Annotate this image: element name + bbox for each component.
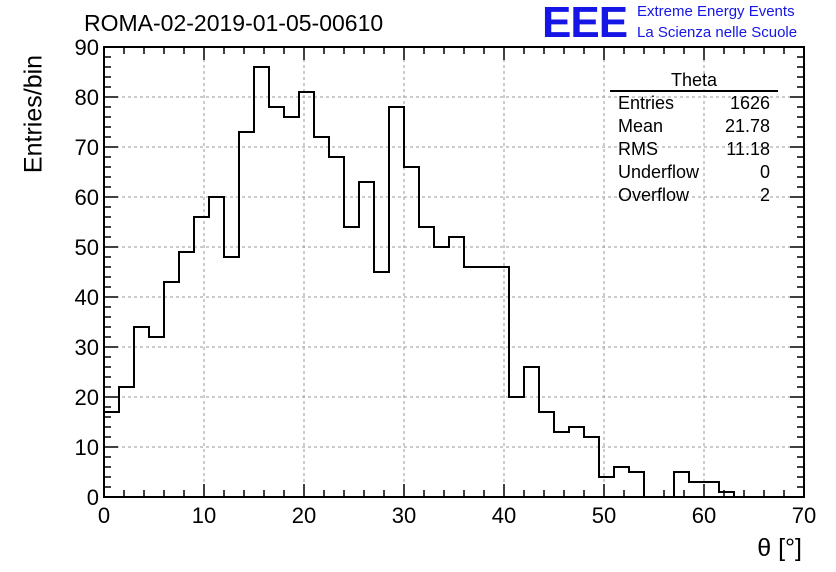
x-tick-label: 10 <box>192 503 216 528</box>
stats-value: 21.78 <box>724 116 770 136</box>
x-tick-label: 40 <box>492 503 516 528</box>
stats-label: Entries <box>618 93 675 113</box>
stats-label: Overflow <box>618 185 690 205</box>
y-tick-label: 50 <box>75 235 99 260</box>
x-tick-label: 30 <box>392 503 416 528</box>
stats-box: Theta Entries 1626 Mean 21.78 RMS 11.18 … <box>610 70 778 207</box>
stats-value: 11.18 <box>726 139 770 159</box>
stats-title: Theta <box>610 70 778 92</box>
histogram-line <box>103 66 794 498</box>
stats-label: Mean <box>618 116 664 136</box>
x-tick-label: 20 <box>292 503 316 528</box>
x-tick-label: 50 <box>592 503 616 528</box>
stats-value: 0 <box>759 162 770 182</box>
y-tick-label: 70 <box>75 135 99 160</box>
stats-label: RMS <box>618 139 658 159</box>
y-axis-label: Entries/bin <box>19 54 48 174</box>
stats-row-rms: RMS 11.18 <box>610 138 778 161</box>
plot-frame <box>103 46 805 498</box>
logo-line-1: Extreme Energy Events <box>637 3 795 20</box>
stats-row-underflow: Underflow 0 <box>610 161 778 184</box>
stats-label: Underflow <box>618 162 700 182</box>
logo-line-2: La Scienza nelle Scuole <box>637 24 798 41</box>
y-tick-label: 0 <box>87 485 99 510</box>
x-tick-label: 70 <box>792 503 816 528</box>
y-tick-label: 60 <box>75 185 99 210</box>
x-tick-label: 60 <box>692 503 716 528</box>
x-tick-label: 0 <box>98 503 110 528</box>
eee-logo: EEE <box>542 0 628 47</box>
stats-value: 2 <box>759 185 770 205</box>
stats-row-overflow: Overflow 2 <box>610 184 778 207</box>
stats-row-mean: Mean 21.78 <box>610 115 778 138</box>
stats-value: 1626 <box>729 93 770 113</box>
chart-title: ROMA-02-2019-01-05-00610 <box>84 10 384 36</box>
y-tick-label: 90 <box>75 35 99 60</box>
y-tick-label: 20 <box>75 385 99 410</box>
y-tick-label: 40 <box>75 285 99 310</box>
y-tick-label: 30 <box>75 335 99 360</box>
y-tick-label: 80 <box>75 85 99 110</box>
stats-row-entries: Entries 1626 <box>610 92 778 115</box>
y-tick-label: 10 <box>75 435 99 460</box>
x-axis-label: θ [°] <box>757 534 802 562</box>
